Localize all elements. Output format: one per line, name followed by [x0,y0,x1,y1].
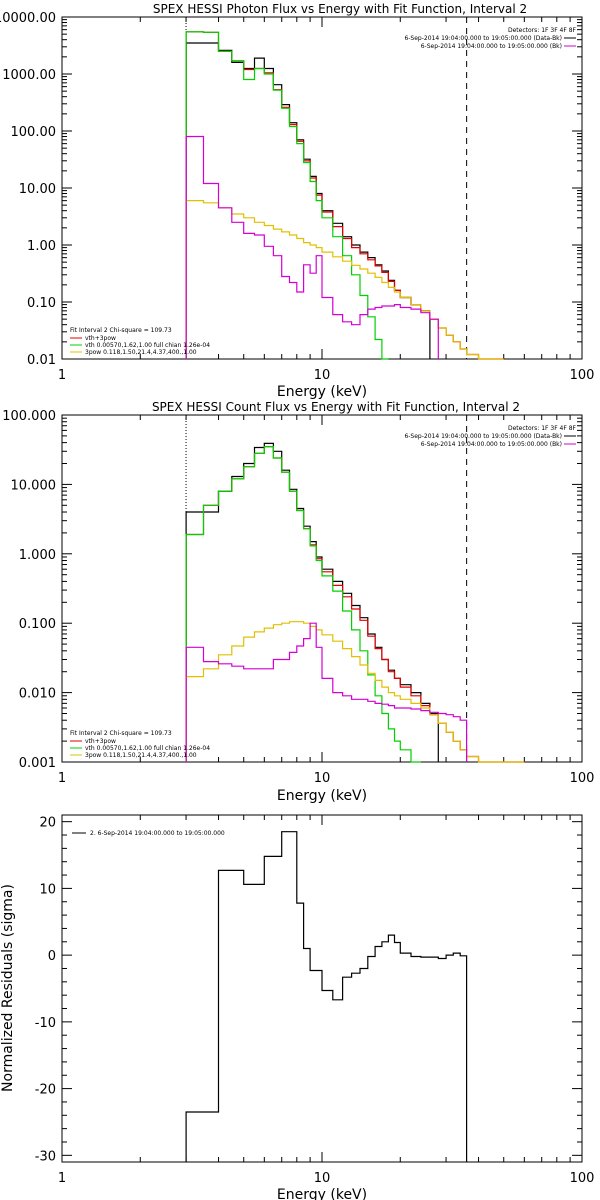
photon-flux-y-tick-label: 0.01 [27,353,56,368]
photon-flux-series-vth-0-00570-1-62-1-00-full-chian-1-26e-0 [185,31,389,360]
residuals-series-2-6-sep-2014-19-04-00-000-to-19-05-00-00 [185,831,468,1162]
photon-flux-legend-vth: vth 0.00570,1.62,1.00 full chian 1.26e-0… [85,342,210,349]
residuals-x-tick-label: 10 [314,1171,331,1186]
count-flux-y-tick-label: 0.100 [19,617,56,632]
residuals-y-tick-label: 0 [48,949,56,964]
count-flux-panel: SPEX HESSI Count Flux vs Energy with Fit… [2,400,594,804]
photon-flux-plot-frame [61,16,583,360]
count-flux-legend-detectors: Detectors: 1F 3F 4F 8F [508,425,577,432]
count-flux-x-tick-label: 10 [314,771,331,786]
residuals-legend: 2. 6-Sep-2014 19:04:00.000 to 19:05:00.0… [72,830,225,837]
photon-flux-legend-bk: 6-Sep-2014 19:04:00.000 to 19:05:00.000 … [421,43,562,50]
photon-flux-legend-vth3pow: vth+3pow [85,335,116,342]
photon-flux-legend-left: Fit Interval 2 Chi-square = 109.73 vth+3… [70,327,210,356]
photon-flux-y-tick-label: 1000.00 [2,68,56,83]
residuals-y-tick-label: 20 [39,816,56,831]
residuals-y-tick-label: -30 [35,1149,56,1164]
count-flux-series [185,415,525,763]
photon-flux-x-tick-label: 10 [314,368,331,383]
count-flux-x-axis-label: Energy (keV) [277,788,367,804]
count-flux-y-tick-label: 10.000 [11,478,57,493]
count-flux-y-tick-label: 100.000 [2,409,56,424]
residuals-y-axis-label: Normalized Residuals (sigma) [0,884,16,1092]
count-flux-legend-data-minus-bk: 6-Sep-2014 19:04:00.000 to 19:05:00.000 … [404,433,562,440]
residuals-y-tick-label: -20 [35,1083,56,1098]
count-flux-legend-3pow: 3pow 0.118,1.50,21.4,4.37,400.,1.00 [85,752,197,759]
count-flux-legend-bk: 6-Sep-2014 19:04:00.000 to 19:05:00.000 … [421,441,562,448]
photon-flux-legend-right: Detectors: 1F 3F 4F 8F 6-Sep-2014 19:04:… [404,27,576,50]
count-flux-legend-vth: vth 0.00570,1.62,1.00 full chian 1.26e-0… [85,745,210,752]
photon-flux-y-tick-label: 100.00 [11,125,57,140]
count-flux-legend-vth3pow: vth+3pow [85,738,116,745]
count-flux-x-tick-label: 100 [570,771,595,786]
residuals-x-tick-label: 1 [58,1171,66,1186]
count-flux-title: SPEX HESSI Count Flux vs Energy with Fit… [152,400,520,414]
photon-flux-series-vth-3pow [185,31,504,360]
residuals-y-tick-label: -10 [35,1016,56,1031]
count-flux-y-tick-label: 0.001 [19,756,56,771]
count-flux-x-tick-label: 1 [58,771,66,786]
residuals-x-tick-label: 100 [570,1171,595,1186]
residuals-x-axis-label: Energy (keV) [277,1187,367,1200]
residuals-y-tick-label: 10 [39,882,56,897]
photon-flux-title: SPEX HESSI Photon Flux vs Energy with Fi… [153,2,527,16]
count-flux-ticks: 1 10 100 100.000 10.000 1.000 0.100 0.010 0.001 [2,409,594,786]
photon-flux-series-3pow-0-118-1-50-21-4-4-37-400-1-00 [185,200,504,360]
photon-flux-panel: SPEX HESSI Photon Flux vs Energy with Fi… [0,2,594,400]
photon-flux-y-tick-label: 0.10 [27,296,56,311]
count-flux-series-6-sep-2014-19-04-00-000-to-19-05-00-000- [185,622,468,762]
count-flux-legend-left: Fit Interval 2 Chi-square = 109.73 vth+3… [70,730,210,759]
photon-flux-series-6-sep-2014-19-04-00-000-to-19-05-00-000- [185,135,439,359]
count-flux-series-3pow-0-118-1-50-21-4-4-37-400-1-00 [185,621,525,763]
count-flux-plot-frame [61,414,583,763]
count-flux-y-tick-label: 0.010 [19,687,56,702]
photon-flux-legend-3pow: 3pow 0.118,1.50,21.4,4.37,400.,1.00 [85,349,197,356]
count-flux-legend-right: Detectors: 1F 3F 4F 8F 6-Sep-2014 19:04:… [404,425,576,448]
photon-flux-y-tick-label: 10000.00 [0,11,56,26]
photon-flux-y-tick-label: 10.00 [19,182,56,197]
photon-flux-y-tick-label: 1.00 [27,239,56,254]
photon-flux-x-tick-label: 1 [58,368,66,383]
photon-flux-series-6-sep-2014-19-04-00-000-to-19-05-00-000- [185,42,431,359]
count-flux-series-vth-0-00570-1-62-1-00-full-chian-1-26e-0 [185,446,421,763]
count-flux-series-vth-3pow [185,446,525,763]
residuals-legend-label: 2. 6-Sep-2014 19:04:00.000 to 19:05:00.0… [90,830,225,837]
residuals-series [185,831,468,1162]
photon-flux-ticks: 1 10 100 10000.00 1000.00 100.00 10.00 1.00 0.10… [0,11,594,383]
photon-flux-fit-header: Fit Interval 2 Chi-square = 109.73 [70,327,172,334]
photon-flux-x-tick-label: 100 [570,368,595,383]
count-flux-y-tick-label: 1.000 [19,548,56,563]
photon-flux-legend-detectors: Detectors: 1F 3F 4F 8F [508,27,577,34]
count-flux-fit-header: Fit Interval 2 Chi-square = 109.73 [70,730,172,737]
photon-flux-x-axis-label: Energy (keV) [277,384,367,400]
photon-flux-series [185,17,504,360]
photon-flux-legend-data-minus-bk: 6-Sep-2014 19:04:00.000 to 19:05:00.000 … [404,35,562,42]
